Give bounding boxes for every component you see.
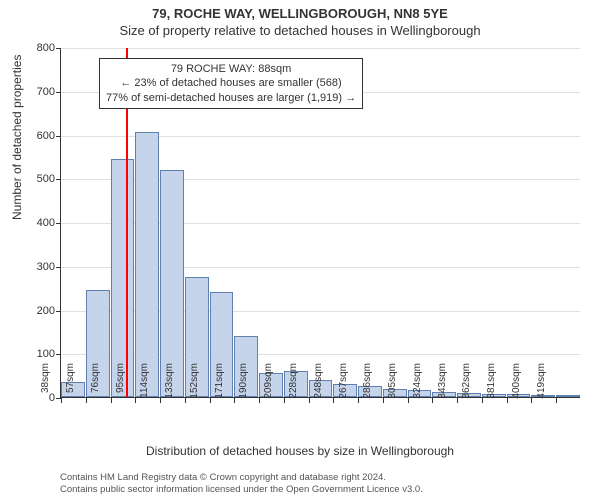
ytick-mark	[56, 179, 61, 180]
xtick-label: 343sqm	[437, 363, 448, 403]
xtick-mark	[111, 398, 112, 403]
histogram-chart: 010020030040050060070080038sqm57sqm76sqm…	[60, 48, 580, 398]
ytick-mark	[56, 354, 61, 355]
y-axis-label: Number of detached properties	[10, 55, 24, 220]
xtick-label: 95sqm	[115, 363, 126, 403]
ytick-mark	[56, 311, 61, 312]
xtick-mark	[457, 398, 458, 403]
ytick-mark	[56, 223, 61, 224]
ytick-label: 800	[25, 42, 55, 54]
plot-area: 010020030040050060070080038sqm57sqm76sqm…	[60, 48, 580, 398]
xtick-label: 76sqm	[90, 363, 101, 403]
xtick-mark	[482, 398, 483, 403]
xtick-label: 171sqm	[214, 363, 225, 403]
footer-line1: Contains HM Land Registry data © Crown c…	[60, 472, 423, 484]
xtick-label: 362sqm	[461, 363, 472, 403]
ytick-label: 300	[25, 261, 55, 273]
xtick-label: 57sqm	[65, 363, 76, 403]
xtick-mark	[86, 398, 87, 403]
xtick-mark	[284, 398, 285, 403]
xtick-mark	[333, 398, 334, 403]
page-subtitle: Size of property relative to detached ho…	[0, 21, 600, 38]
xtick-label: 114sqm	[139, 363, 150, 403]
x-axis-label: Distribution of detached houses by size …	[0, 444, 600, 458]
xtick-mark	[383, 398, 384, 403]
ytick-label: 500	[25, 173, 55, 185]
ytick-mark	[56, 48, 61, 49]
annotation-line1: 79 ROCHE WAY: 88sqm	[106, 62, 356, 76]
footer-attribution: Contains HM Land Registry data © Crown c…	[60, 472, 423, 496]
page-title-address: 79, ROCHE WAY, WELLINGBOROUGH, NN8 5YE	[0, 0, 600, 21]
histogram-bar	[135, 132, 159, 397]
xtick-mark	[408, 398, 409, 403]
ytick-mark	[56, 92, 61, 93]
xtick-mark	[234, 398, 235, 403]
xtick-mark	[160, 398, 161, 403]
xtick-label: 248sqm	[313, 363, 324, 403]
xtick-label: 400sqm	[511, 363, 522, 403]
xtick-label: 324sqm	[412, 363, 423, 403]
xtick-mark	[259, 398, 260, 403]
xtick-label: 209sqm	[263, 363, 274, 403]
xtick-label: 133sqm	[164, 363, 175, 403]
ytick-label: 400	[25, 217, 55, 229]
xtick-mark	[358, 398, 359, 403]
ytick-mark	[56, 136, 61, 137]
gridline	[61, 48, 580, 49]
xtick-label: 381sqm	[486, 363, 497, 403]
xtick-label: 286sqm	[362, 363, 373, 403]
xtick-label: 152sqm	[189, 363, 200, 403]
xtick-mark	[556, 398, 557, 403]
xtick-label: 419sqm	[536, 363, 547, 403]
xtick-mark	[210, 398, 211, 403]
xtick-label: 38sqm	[40, 363, 51, 403]
xtick-label: 267sqm	[338, 363, 349, 403]
xtick-mark	[61, 398, 62, 403]
xtick-mark	[309, 398, 310, 403]
ytick-label: 200	[25, 305, 55, 317]
xtick-mark	[185, 398, 186, 403]
ytick-mark	[56, 267, 61, 268]
annotation-line2: ← 23% of detached houses are smaller (56…	[106, 76, 356, 90]
ytick-label: 600	[25, 130, 55, 142]
xtick-label: 228sqm	[288, 363, 299, 403]
annotation-line3: 77% of semi-detached houses are larger (…	[106, 91, 356, 105]
xtick-mark	[135, 398, 136, 403]
ytick-label: 700	[25, 86, 55, 98]
xtick-mark	[432, 398, 433, 403]
ytick-label: 100	[25, 348, 55, 360]
footer-line2: Contains public sector information licen…	[60, 484, 423, 496]
xtick-label: 190sqm	[238, 363, 249, 403]
xtick-mark	[531, 398, 532, 403]
xtick-mark	[507, 398, 508, 403]
histogram-bar	[111, 159, 135, 397]
histogram-bar	[556, 395, 580, 397]
annotation-box: 79 ROCHE WAY: 88sqm← 23% of detached hou…	[99, 58, 363, 109]
xtick-label: 305sqm	[387, 363, 398, 403]
